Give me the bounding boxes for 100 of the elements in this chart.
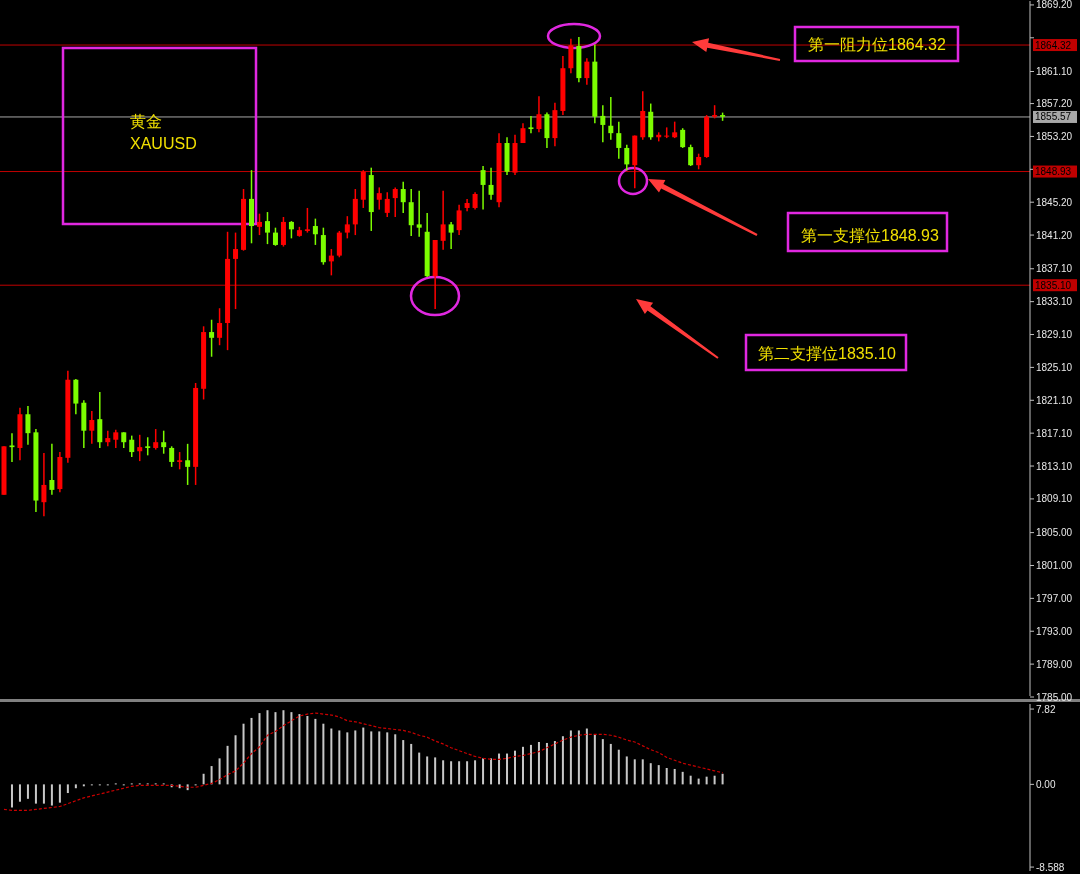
- bar: [18, 784, 21, 802]
- candlestick: [480, 165, 486, 211]
- y-tick-label: 0.00: [1036, 778, 1056, 790]
- bar: [74, 784, 77, 789]
- bar: [585, 728, 588, 785]
- bar: [346, 732, 349, 785]
- bar: [450, 761, 453, 785]
- y-tick-label: 1813.10: [1036, 460, 1073, 472]
- bar: [258, 713, 261, 785]
- bar: [617, 749, 620, 785]
- bar: [673, 768, 676, 785]
- candlestick: [145, 436, 151, 457]
- y-tick-label: 1825.10: [1036, 361, 1073, 373]
- bar: [298, 714, 301, 785]
- bar: [218, 758, 221, 785]
- candlestick: [536, 95, 542, 134]
- y-tick-label: 1797.00: [1036, 592, 1073, 604]
- candlestick: [400, 180, 406, 214]
- candlestick: [264, 211, 270, 245]
- bar: [705, 776, 708, 785]
- candlestick: [600, 104, 606, 143]
- candlestick: [49, 443, 55, 496]
- y-tick-label: 1793.00: [1036, 625, 1073, 637]
- bar: [34, 784, 37, 804]
- candlestick: [257, 212, 262, 236]
- candlestick: [89, 410, 95, 445]
- bar: [521, 746, 524, 785]
- bar: [274, 712, 277, 785]
- bar: [593, 734, 596, 785]
- bar: [553, 741, 556, 785]
- candlestick: [608, 96, 614, 141]
- bar: [506, 753, 509, 785]
- bar: [50, 784, 53, 806]
- candlestick: [209, 318, 215, 358]
- candlestick: [680, 127, 686, 149]
- bar: [250, 717, 253, 785]
- bar: [290, 712, 293, 785]
- candlestick: [416, 189, 422, 238]
- y-tick-label: 1801.00: [1036, 559, 1073, 571]
- bar: [378, 731, 381, 785]
- ref-line-label: 1848.93: [1035, 166, 1072, 178]
- candlestick: [544, 111, 550, 149]
- candlestick: [344, 215, 350, 240]
- y-tick-label: 1785.00: [1036, 691, 1073, 703]
- bar: [178, 784, 181, 789]
- bar: [633, 759, 636, 785]
- bar: [394, 734, 397, 785]
- candlestick: [456, 203, 462, 236]
- y-tick-label: 1837.10: [1036, 263, 1073, 275]
- bar: [665, 768, 668, 785]
- candlestick: [624, 143, 630, 171]
- bar: [42, 784, 45, 804]
- bar: [26, 784, 29, 799]
- bar: [10, 784, 13, 808]
- y-tick-label: 1857.20: [1036, 98, 1073, 110]
- bar: [514, 750, 516, 785]
- bar: [458, 761, 461, 785]
- bar: [529, 744, 532, 785]
- candlestick: [185, 443, 191, 486]
- candlestick: [25, 405, 31, 446]
- candlestick: [392, 186, 398, 218]
- candlestick: [41, 452, 47, 517]
- annotation: 第一支撑位1848.93: [801, 227, 939, 244]
- bar: [569, 730, 572, 785]
- candlestick: [408, 188, 414, 237]
- y-tick-label: 1861.10: [1036, 66, 1073, 78]
- bar: [498, 753, 501, 785]
- bar: [641, 759, 644, 785]
- bar: [386, 732, 389, 785]
- bar: [657, 765, 660, 785]
- bar: [330, 728, 333, 785]
- y-tick-label: 1821.10: [1036, 394, 1073, 406]
- bar: [649, 763, 652, 785]
- y-tick-label: 1833.10: [1036, 296, 1073, 308]
- bar: [418, 752, 421, 785]
- candlestick: [137, 434, 143, 462]
- y-tick-label: 1829.10: [1036, 329, 1073, 341]
- bar: [490, 758, 493, 785]
- bar: [234, 735, 237, 785]
- candlestick: [153, 428, 159, 451]
- ref-line-label: 1855.57: [1035, 111, 1072, 123]
- bar: [537, 742, 540, 785]
- candlestick: [97, 391, 103, 449]
- bar: [66, 784, 69, 794]
- candlestick: [161, 429, 167, 455]
- candlestick: [488, 166, 494, 201]
- candlestick: [336, 230, 342, 259]
- candlestick: [280, 216, 286, 248]
- bar: [370, 731, 373, 785]
- bar: [474, 760, 477, 785]
- bar: [577, 730, 580, 785]
- annotation: 第一阻力位1864.32: [808, 36, 946, 53]
- bar: [561, 736, 564, 785]
- candlestick: [376, 186, 382, 211]
- bar: [442, 760, 445, 785]
- candlestick: [169, 445, 175, 468]
- candlestick: [584, 57, 590, 86]
- bar: [354, 730, 357, 785]
- bar: [202, 773, 205, 785]
- bar: [242, 723, 245, 785]
